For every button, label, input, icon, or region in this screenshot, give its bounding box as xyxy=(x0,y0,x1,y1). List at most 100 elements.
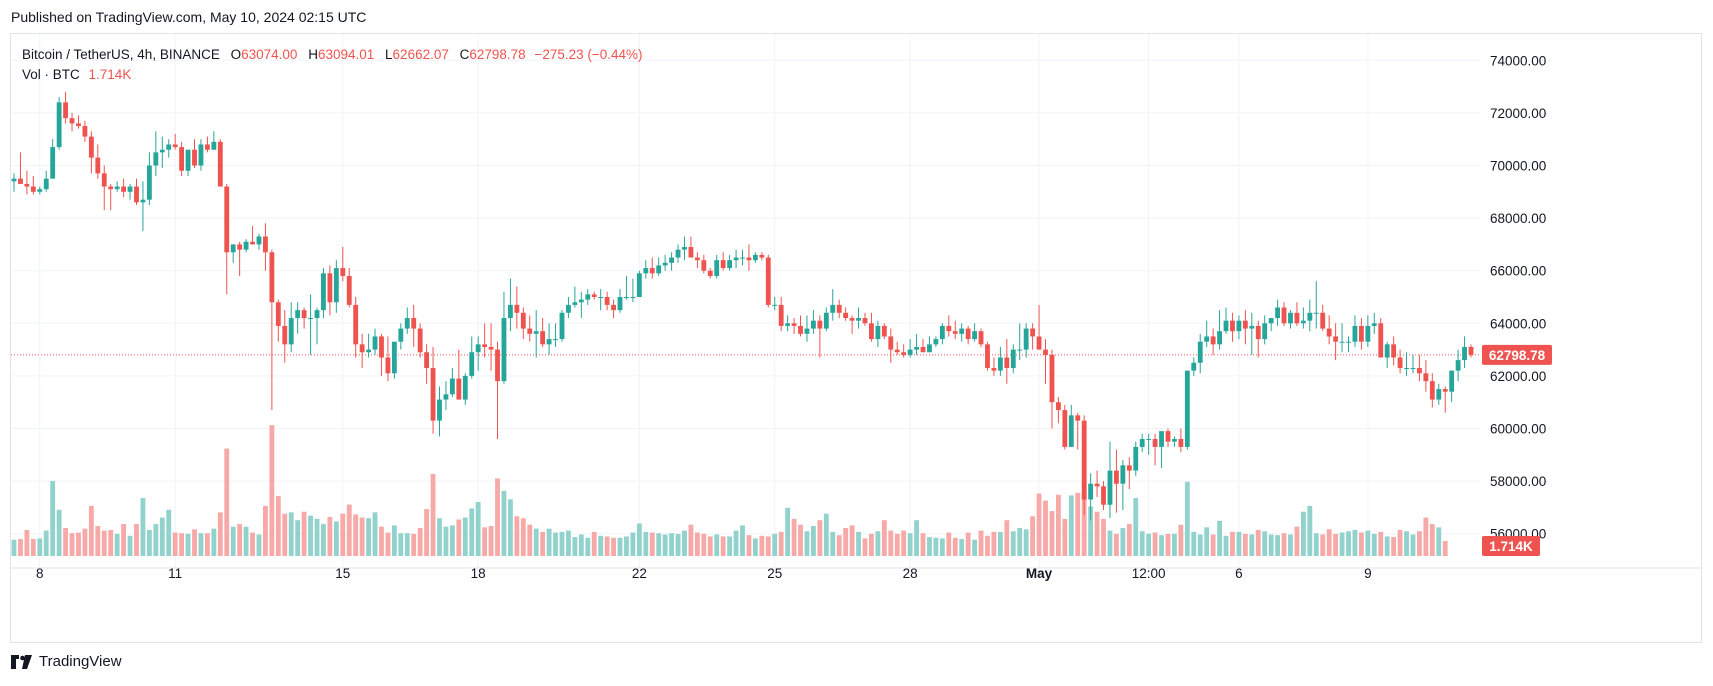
candle-body xyxy=(804,328,810,334)
time-tick-label: 25 xyxy=(767,566,782,581)
volume-bar xyxy=(965,532,971,556)
candle-body xyxy=(752,254,758,261)
candle-body xyxy=(1371,323,1377,326)
candle-body xyxy=(1436,389,1442,400)
volume-bar xyxy=(1230,531,1235,556)
volume-bar xyxy=(643,531,649,556)
volume-bar xyxy=(727,536,733,556)
candle-body xyxy=(1320,312,1326,329)
legend-price-row: Bitcoin / TetherUS, 4h, BINANCE O63074.0… xyxy=(22,45,643,65)
candle-body xyxy=(1391,344,1397,358)
volume-bar xyxy=(501,490,507,556)
candle-body xyxy=(939,325,945,340)
candle-body xyxy=(1410,368,1416,370)
volume-bar xyxy=(1101,518,1106,556)
candle-body xyxy=(1146,439,1152,441)
candle-body xyxy=(1346,341,1351,343)
candle-body xyxy=(785,323,791,326)
candle-body xyxy=(1101,486,1106,505)
candle-body xyxy=(69,118,75,124)
candle-body xyxy=(166,144,172,150)
candle-body xyxy=(617,297,623,311)
candle-body xyxy=(353,304,359,345)
volume-bar xyxy=(1262,531,1268,556)
volume-bar xyxy=(765,536,771,556)
candle-body xyxy=(1049,354,1055,403)
legend-low-value: 62662.07 xyxy=(392,47,449,62)
volume-bar xyxy=(817,520,823,556)
candle-body xyxy=(978,331,984,345)
volume-bar xyxy=(1120,528,1126,556)
volume-bar xyxy=(843,528,849,556)
volume-bar xyxy=(372,512,378,556)
volume-bar xyxy=(959,539,965,556)
candle-body xyxy=(1152,439,1158,447)
volume-bar xyxy=(1055,494,1061,556)
candle-body xyxy=(1030,328,1036,337)
volume-bar xyxy=(1249,534,1255,556)
legend-change: −275.23 (−0.44%) xyxy=(534,47,643,62)
candle-body xyxy=(398,328,404,342)
candle-body xyxy=(836,304,842,313)
candle-body xyxy=(830,304,836,313)
candle-body xyxy=(1268,318,1274,324)
volume-bar xyxy=(939,538,945,556)
volume-bar xyxy=(1288,534,1293,556)
volume-bar xyxy=(462,517,468,556)
candle-body xyxy=(540,331,546,345)
chart-frame[interactable] xyxy=(10,33,1702,643)
volume-bar xyxy=(1313,533,1319,556)
volume-bar xyxy=(746,535,752,556)
candle-body xyxy=(1191,362,1197,371)
volume-bar xyxy=(1152,532,1158,556)
volume-bar xyxy=(1371,533,1377,556)
volume-bar xyxy=(611,537,616,556)
candle-body xyxy=(1043,349,1048,355)
volume-bar xyxy=(353,514,359,556)
candle-body xyxy=(411,318,417,329)
candle-body xyxy=(211,141,217,150)
candle-body xyxy=(1384,344,1390,358)
volume-bar xyxy=(121,524,127,556)
volume-bar xyxy=(314,518,320,556)
volume-bar xyxy=(823,513,829,556)
candle-body xyxy=(1442,389,1448,392)
volume-bar xyxy=(1030,516,1036,556)
footer-brand[interactable]: TradingView xyxy=(11,653,122,670)
footer-brand-label: TradingView xyxy=(39,653,122,670)
candle-body xyxy=(1462,346,1467,361)
volume-bar xyxy=(1255,529,1261,556)
candle-body xyxy=(559,312,565,340)
volume-bar xyxy=(752,538,758,556)
candle-body xyxy=(1262,323,1268,340)
volume-bar xyxy=(1010,531,1016,556)
volume-bar xyxy=(411,533,417,556)
volume-bar xyxy=(701,533,707,556)
volume-bar xyxy=(920,533,926,556)
candle-body xyxy=(1088,483,1094,500)
volume-bar xyxy=(997,531,1003,556)
candle-body xyxy=(346,275,352,305)
volume-bar xyxy=(881,520,887,556)
candle-body xyxy=(417,328,423,353)
candle-body xyxy=(1217,331,1222,345)
volume-bar xyxy=(1036,493,1042,556)
candle-body xyxy=(533,331,539,334)
candle-body xyxy=(121,186,127,192)
volume-bar xyxy=(1300,511,1306,556)
candle-body xyxy=(952,331,958,334)
volume-bar xyxy=(295,520,301,556)
volume-bar xyxy=(482,527,488,556)
volume-bar xyxy=(69,533,75,556)
legend-symbol[interactable]: Bitcoin / TetherUS, 4h, BINANCE xyxy=(22,47,220,62)
volume-bar xyxy=(192,529,197,556)
volume-bar xyxy=(95,526,101,556)
volume-bar xyxy=(88,505,94,556)
candle-body xyxy=(1455,360,1461,371)
volume-bar xyxy=(1326,529,1332,556)
volume-bar xyxy=(533,528,539,556)
volume-bar xyxy=(1023,529,1029,556)
legend-volume-label[interactable]: Vol · BTC xyxy=(22,67,80,82)
volume-bar xyxy=(1346,531,1351,556)
